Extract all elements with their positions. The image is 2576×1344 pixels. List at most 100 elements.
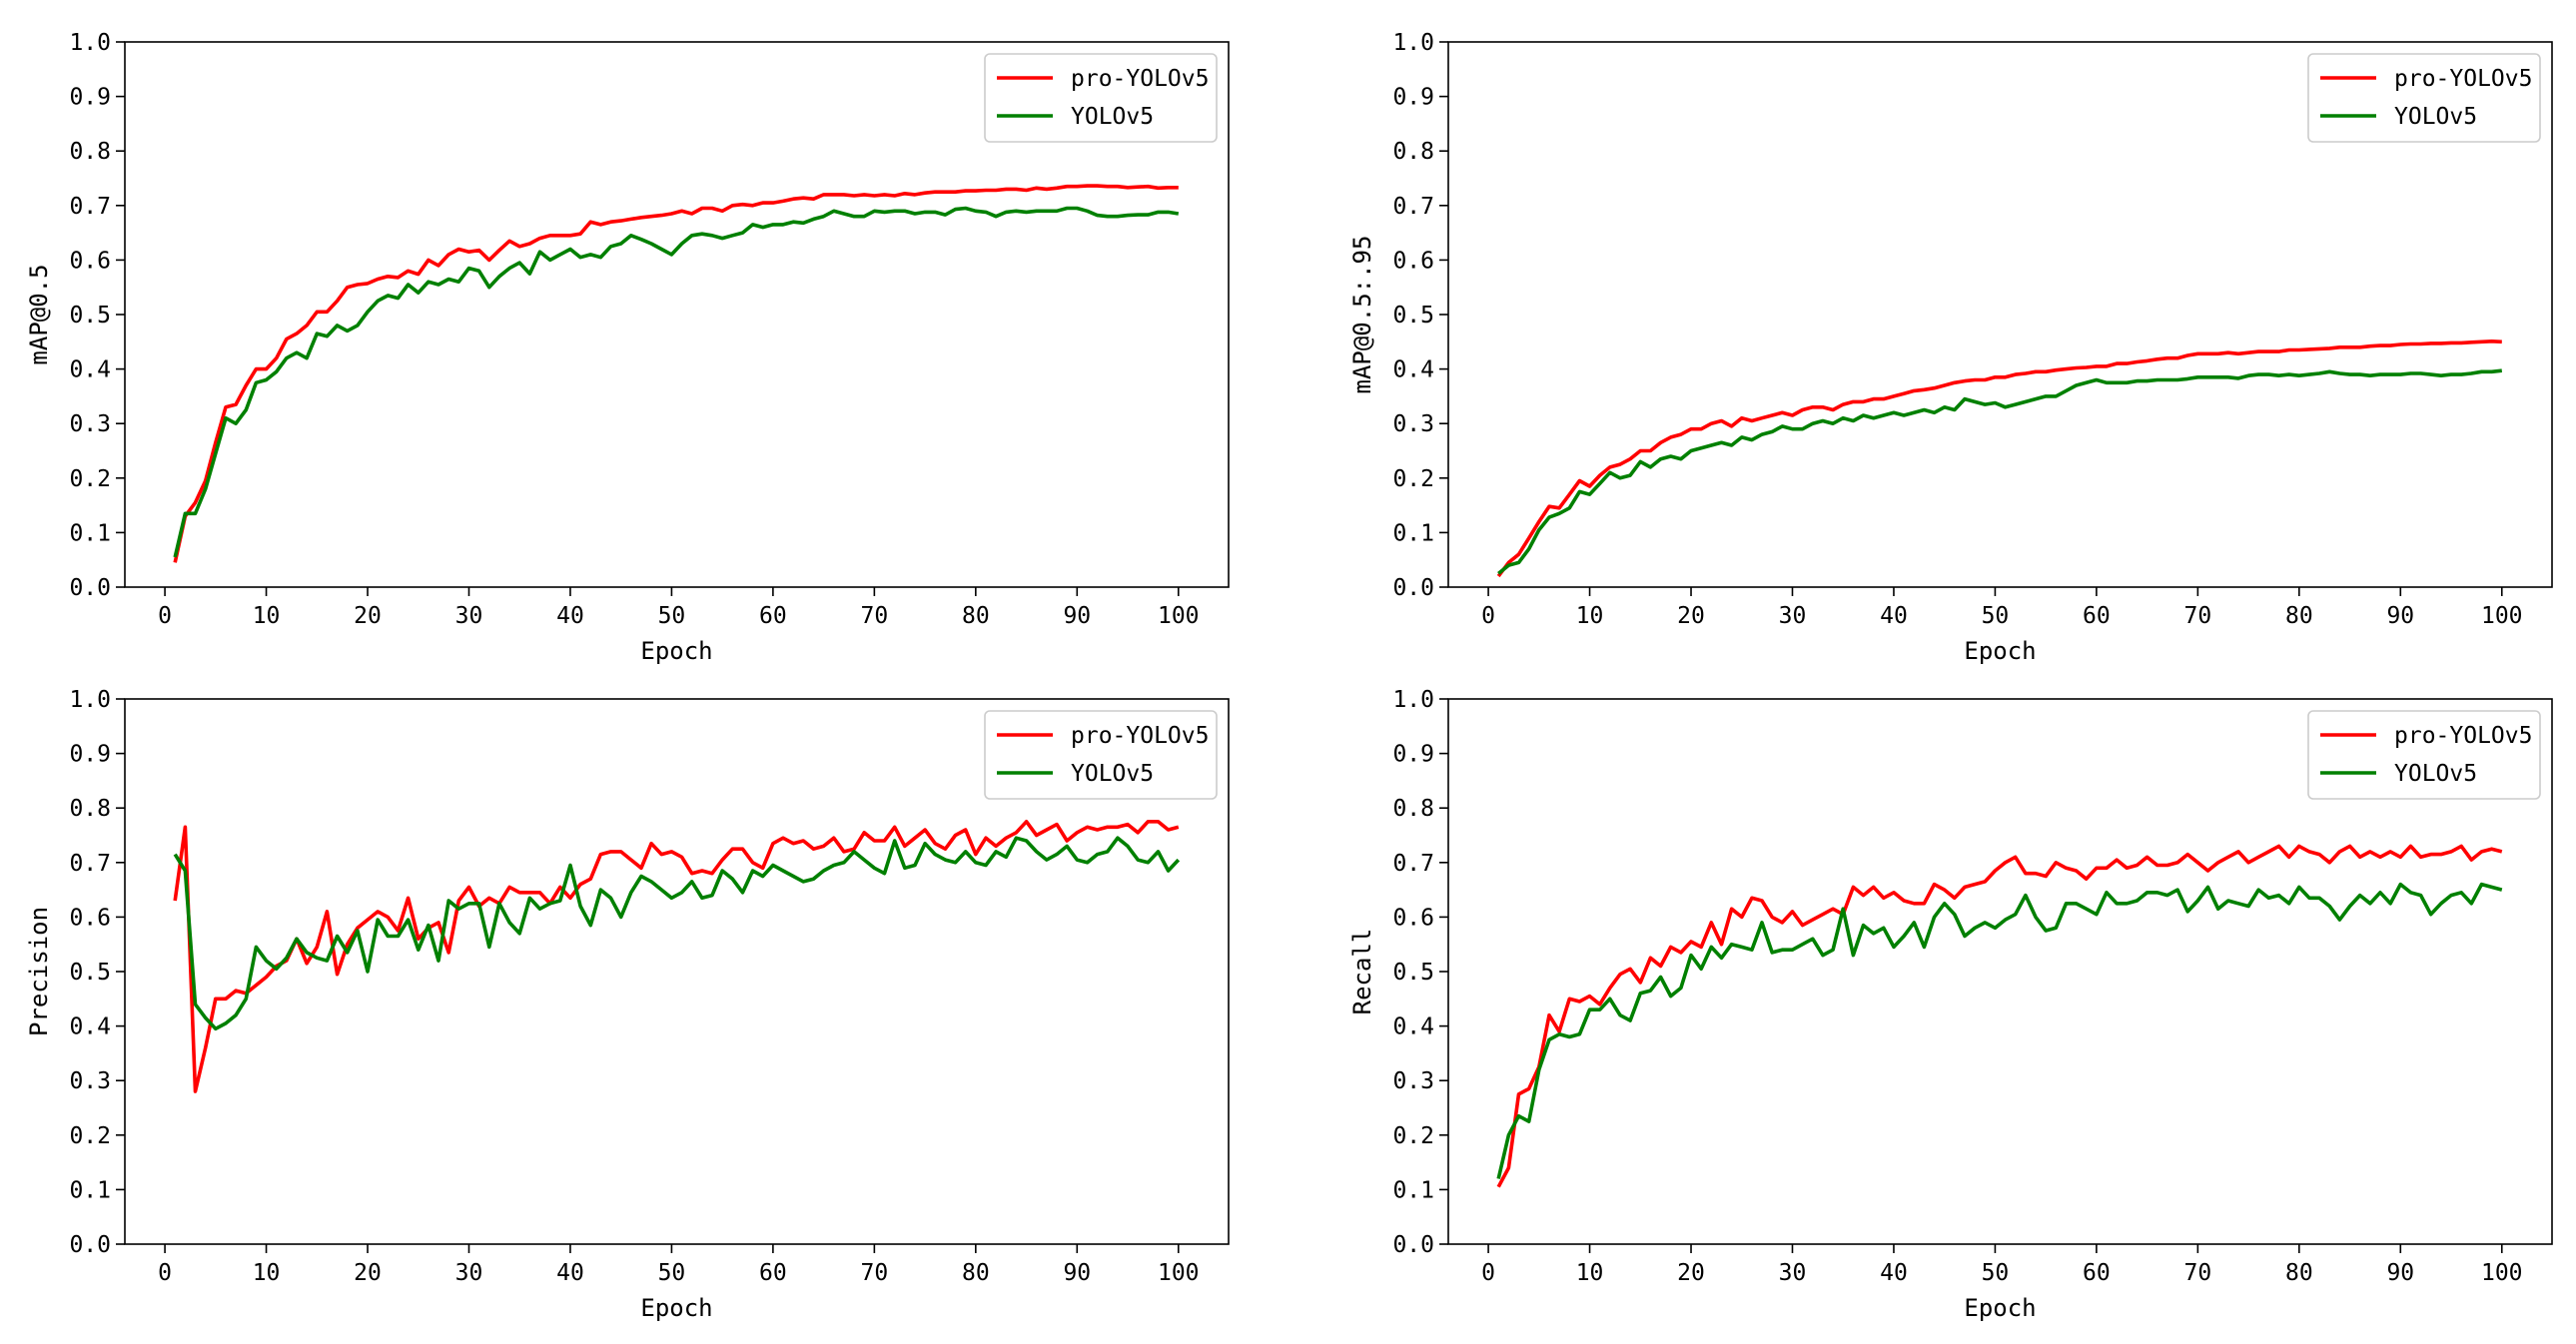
x-tick-label: 0 [1481, 1260, 1495, 1286]
y-axis-label: mAP@0.5:.95 [1348, 236, 1376, 394]
y-tick-label: 0.4 [69, 357, 111, 383]
x-tick-label: 40 [1880, 603, 1908, 629]
x-tick-label: 50 [1982, 603, 2010, 629]
y-axis-label: mAP@0.5 [25, 264, 53, 364]
y-tick-label: 0.1 [69, 520, 111, 546]
y-tick-label: 0.1 [1392, 520, 1434, 546]
x-axis-label: Epoch [1964, 637, 2036, 665]
y-tick-label: 0.5 [69, 303, 111, 329]
x-tick-label: 0 [1481, 603, 1495, 629]
y-tick-label: 0.8 [1392, 796, 1434, 822]
y-tick-label: 0.5 [1392, 960, 1434, 986]
legend-label: YOLOv5 [1071, 761, 1154, 787]
y-tick-label: 0.8 [69, 139, 111, 165]
x-tick-label: 30 [1779, 1260, 1807, 1286]
legend-label: pro-YOLOv5 [1071, 66, 1209, 92]
y-tick-label: 0.2 [69, 466, 111, 492]
y-tick-label: 0.9 [69, 742, 111, 768]
y-tick-label: 1.0 [1392, 687, 1434, 713]
legend-label: pro-YOLOv5 [2394, 66, 2532, 92]
y-tick-label: 0.1 [1392, 1177, 1434, 1203]
y-tick-label: 0.6 [69, 248, 111, 274]
x-tick-label: 70 [861, 603, 889, 629]
y-tick-label: 0.6 [1392, 248, 1434, 274]
series-line-pro-yolov5 [1496, 844, 2503, 1188]
y-tick-label: 0.5 [69, 960, 111, 986]
x-tick-label: 90 [2386, 603, 2414, 629]
y-tick-label: 1.0 [69, 30, 111, 56]
x-tick-label: 30 [1779, 603, 1807, 629]
y-tick-label: 0.7 [1392, 194, 1434, 220]
legend-box [984, 710, 1218, 800]
x-tick-label: 20 [1677, 1260, 1705, 1286]
y-tick-label: 0.9 [1392, 85, 1434, 111]
x-tick-label: 0 [158, 1260, 172, 1286]
x-tick-label: 40 [556, 603, 584, 629]
x-tick-label: 100 [2481, 1260, 2523, 1286]
x-tick-label: 80 [2285, 1260, 2313, 1286]
x-tick-label: 20 [1677, 603, 1705, 629]
x-tick-label: 40 [1880, 1260, 1908, 1286]
x-tick-label: 70 [2184, 603, 2212, 629]
y-tick-label: 0.2 [1392, 1123, 1434, 1149]
legend: pro-YOLOv5 YOLOv5 [984, 53, 1218, 143]
subplot-recall: 0 10 20 30 40 50 60 70 80 90 100 0.0 0.1 0.2 0.3 0.4 0.5… [1348, 687, 2553, 1322]
y-tick-label: 0.7 [69, 851, 111, 877]
legend-label: pro-YOLOv5 [1071, 723, 1209, 749]
x-tick-label: 20 [354, 603, 382, 629]
x-tick-label: 50 [658, 603, 686, 629]
y-tick-label: 0.7 [69, 194, 111, 220]
legend: pro-YOLOv5 YOLOv5 [984, 710, 1218, 800]
y-tick-label: 0.5 [1392, 303, 1434, 329]
series-line-yolov5 [173, 836, 1181, 1031]
y-tick-label: 0.4 [69, 1014, 111, 1040]
y-tick-label: 0.6 [69, 905, 111, 931]
y-tick-label: 0.0 [69, 1232, 111, 1258]
y-tick-label: 0.3 [69, 411, 111, 437]
x-axis-label: Epoch [640, 637, 712, 665]
y-axis-label: Precision [25, 907, 53, 1036]
x-tick-label: 10 [253, 1260, 281, 1286]
x-tick-label: 30 [455, 603, 483, 629]
series-line-yolov5 [1496, 882, 2503, 1179]
y-axis-label: Recall [1348, 929, 1376, 1015]
y-tick-label: 0.3 [69, 1068, 111, 1094]
y-tick-label: 0.9 [1392, 742, 1434, 768]
legend-box [984, 53, 1218, 143]
x-tick-label: 80 [962, 1260, 990, 1286]
x-axis-label: Epoch [640, 1294, 712, 1322]
y-tick-label: 0.0 [1392, 575, 1434, 601]
x-tick-label: 70 [861, 1260, 889, 1286]
legend-label: YOLOv5 [1071, 104, 1154, 130]
x-tick-label: 20 [354, 1260, 382, 1286]
series-line-yolov5 [1497, 368, 2502, 575]
x-tick-label: 80 [2285, 603, 2313, 629]
x-tick-label: 100 [1158, 603, 1200, 629]
x-tick-label: 80 [962, 603, 990, 629]
subplot-precision: 0 10 20 30 40 50 60 70 80 90 100 0.0 0.1 0.2 0.3 0.4 0.5… [25, 687, 1230, 1322]
series-line-pro-yolov5 [173, 184, 1179, 563]
x-tick-label: 90 [2386, 1260, 2414, 1286]
y-tick-label: 0.3 [1392, 411, 1434, 437]
x-tick-label: 100 [2481, 603, 2523, 629]
x-tick-label: 10 [253, 603, 281, 629]
x-tick-label: 40 [556, 1260, 584, 1286]
legend-box [2307, 53, 2541, 143]
legend-label: YOLOv5 [2394, 761, 2477, 787]
x-tick-label: 60 [2083, 603, 2111, 629]
subplot-map0595: 0 10 20 30 40 50 60 70 80 90 100 0.0 0.1 0.2 0.3 0.4 0.5… [1348, 30, 2553, 665]
x-tick-label: 60 [2083, 1260, 2111, 1286]
series-line-pro-yolov5 [173, 819, 1180, 1093]
legend-label: YOLOv5 [2394, 104, 2477, 130]
y-tick-label: 0.0 [1392, 1232, 1434, 1258]
x-tick-label: 100 [1158, 1260, 1200, 1286]
x-tick-label: 60 [759, 603, 787, 629]
x-tick-label: 50 [658, 1260, 686, 1286]
y-tick-label: 0.2 [1392, 466, 1434, 492]
y-tick-label: 0.1 [69, 1177, 111, 1203]
x-tick-label: 90 [1063, 1260, 1091, 1286]
x-tick-label: 60 [759, 1260, 787, 1286]
x-axis-label: Epoch [1964, 1294, 2036, 1322]
y-tick-label: 0.0 [69, 575, 111, 601]
